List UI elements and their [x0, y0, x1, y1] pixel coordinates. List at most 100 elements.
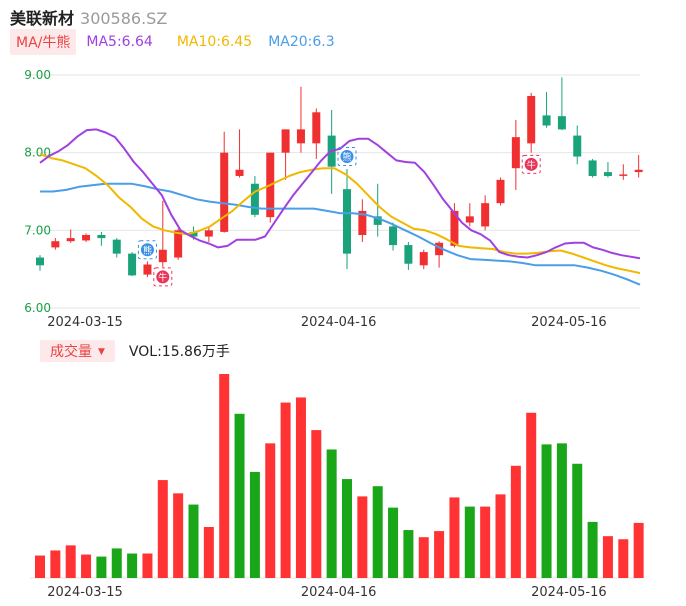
ma5-line [39, 128, 641, 260]
candle [603, 172, 612, 176]
candle [465, 216, 474, 223]
candle [204, 230, 213, 237]
volume-bar [203, 527, 214, 578]
ma-toggle-button[interactable]: MA/牛熊 [10, 29, 77, 55]
volume-bar [464, 506, 475, 578]
stock-name: 美联新材 [10, 9, 75, 28]
ma20-line [40, 182, 641, 286]
candle [527, 95, 536, 144]
volume-bar [357, 496, 368, 578]
volume-bar [403, 530, 414, 578]
volume-bar [50, 550, 61, 578]
candle [511, 137, 520, 169]
stock-code: 300586.SZ [80, 9, 168, 28]
stock-title: 美联新材 300586.SZ [10, 5, 167, 29]
volume-bar [618, 539, 629, 578]
signal-marker-frame [521, 154, 541, 174]
volume-bar [418, 537, 429, 578]
candle [158, 249, 167, 263]
candle [235, 169, 244, 176]
x-tick-label: 2024-04-16 [301, 585, 377, 600]
x-tick-label: 2024-03-15 [47, 585, 123, 600]
y-tick-label: 7.00 [24, 223, 51, 237]
volume-bar [280, 402, 291, 578]
candle [112, 239, 121, 254]
volume-bar [633, 522, 644, 578]
candle [343, 189, 351, 254]
volume-bar [342, 479, 352, 578]
candle [66, 238, 75, 242]
volume-bar [526, 412, 537, 578]
volume-bar [449, 497, 460, 578]
ma-legend: MA/牛熊 MA5:6.64 MA10:6.45 MA20:6.3 [10, 29, 335, 55]
candle [51, 241, 60, 248]
candle [419, 252, 428, 266]
volume-bar [556, 443, 567, 578]
candle [496, 179, 505, 204]
candle [250, 183, 259, 215]
volume-bar [572, 463, 583, 578]
volume-bar [434, 531, 445, 578]
signal-marker-label: 熊 [143, 244, 152, 256]
volume-value: VOL:15.86万手 [128, 344, 230, 360]
signal-marker-frame [337, 147, 357, 167]
volume-bar [326, 449, 337, 578]
candle [189, 231, 198, 237]
volume-bar [127, 553, 138, 578]
candle [404, 245, 413, 264]
volume-bar [188, 504, 199, 578]
x-tick-label: 2024-04-16 [301, 315, 377, 330]
volume-bar [388, 507, 399, 578]
signal-marker-label: 牛 [158, 271, 167, 283]
x-tick-label: 2024-05-16 [531, 585, 607, 600]
volume-legend: 成交量 ▼ VOL:15.86万手 [40, 340, 230, 362]
signal-marker-label: 熊 [342, 151, 351, 163]
volume-bar [295, 397, 306, 578]
candle [389, 226, 398, 246]
ma10-line [39, 153, 641, 275]
volume-bar [111, 548, 122, 578]
candle [619, 174, 628, 176]
candle [220, 152, 229, 232]
candle [358, 210, 367, 235]
volume-bar [65, 545, 76, 578]
candle [573, 135, 582, 157]
candle [281, 129, 290, 153]
candle [588, 160, 597, 176]
volume-bar [541, 444, 552, 578]
candle [143, 264, 152, 275]
volume-bar [234, 413, 245, 578]
candle [97, 234, 106, 239]
bear-signal-icon [340, 150, 354, 164]
bull-signal-icon [524, 157, 538, 171]
volume-selector-label: 成交量 [50, 344, 92, 360]
signal-marker-frame [153, 267, 173, 287]
candle [312, 112, 321, 144]
candle [82, 234, 91, 241]
x-tick-label: 2024-05-16 [531, 315, 607, 330]
candle [557, 116, 566, 130]
candle [128, 253, 137, 276]
caret-down-icon: ▼ [98, 347, 105, 357]
volume-bar [173, 493, 184, 578]
volume-bar [495, 494, 506, 578]
ma5-value: MA5:6.64 [86, 34, 153, 50]
candle [634, 169, 643, 173]
candle [373, 216, 382, 225]
signal-marker-frame [137, 240, 157, 260]
ma10-value: MA10:6.45 [176, 34, 253, 50]
candle [435, 242, 444, 256]
volume-bar [265, 443, 276, 578]
volume-bar [249, 471, 260, 578]
ma20-value: MA20:6.3 [268, 34, 335, 50]
volume-bar [480, 506, 491, 578]
volume-bar [602, 536, 613, 578]
volume-selector-button[interactable]: 成交量 ▼ [40, 340, 115, 362]
candle [450, 210, 459, 246]
volume-bar [587, 521, 598, 578]
volume-bar [372, 486, 383, 578]
volume-bar [142, 553, 153, 578]
bear-signal-icon [140, 243, 154, 257]
volume-bar [157, 480, 168, 578]
